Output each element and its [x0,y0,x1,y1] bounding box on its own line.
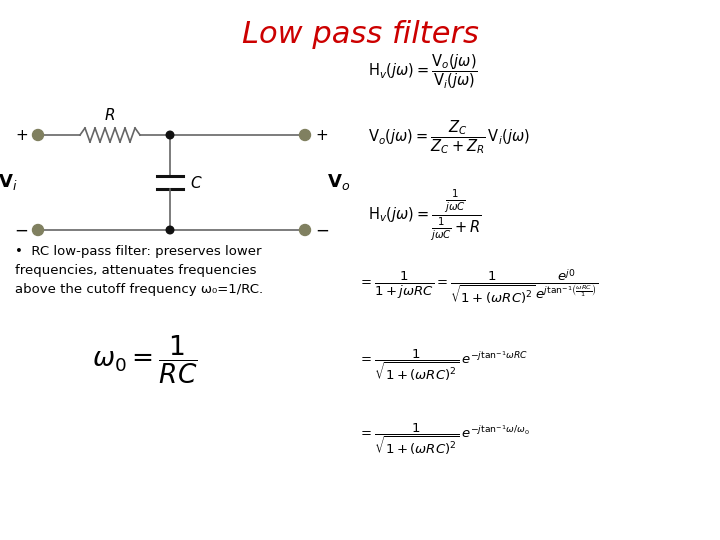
Text: $\mathrm{H}_{v}(j\omega) = \dfrac{\frac{1}{j\omega C}}{\frac{1}{j\omega C}+R}$: $\mathrm{H}_{v}(j\omega) = \dfrac{\frac{… [368,188,482,244]
Circle shape [32,225,43,235]
Text: $\mathbf{V}_o$: $\mathbf{V}_o$ [327,172,350,192]
Text: $-$: $-$ [14,221,28,239]
Text: $C$: $C$ [190,174,202,191]
Text: $R$: $R$ [104,107,116,123]
Circle shape [166,226,174,234]
Text: $\mathrm{V}_o(j\omega) = \dfrac{Z_C}{Z_C+Z_R}\,\mathrm{V}_i(j\omega)$: $\mathrm{V}_o(j\omega) = \dfrac{Z_C}{Z_C… [368,118,530,156]
Text: $\mathrm{H}_{v}(j\omega) = \dfrac{\mathrm{V}_o(j\omega)}{\mathrm{V}_i(j\omega)}$: $\mathrm{H}_{v}(j\omega) = \dfrac{\mathr… [368,52,478,91]
Text: Low pass filters: Low pass filters [242,20,478,49]
Text: $= \dfrac{1}{\sqrt{1+(\omega RC)^2}}\,e^{-j\tan^{-1}\!\omega/\omega_0}$: $= \dfrac{1}{\sqrt{1+(\omega RC)^2}}\,e^… [358,422,530,457]
Text: $+$: $+$ [15,127,28,143]
Text: $\omega_0 = \dfrac{1}{RC}$: $\omega_0 = \dfrac{1}{RC}$ [92,334,198,386]
Circle shape [300,130,310,140]
Text: •  RC low-pass filter: preserves lower
frequencies, attenuates frequencies
above: • RC low-pass filter: preserves lower fr… [15,245,263,296]
Circle shape [166,131,174,139]
Circle shape [32,130,43,140]
Text: $= \dfrac{1}{\sqrt{1+(\omega RC)^2}}\,e^{-j\tan^{-1}\!\omega RC}$: $= \dfrac{1}{\sqrt{1+(\omega RC)^2}}\,e^… [358,348,528,383]
Text: $+$: $+$ [315,127,328,143]
Text: $\mathbf{V}_i$: $\mathbf{V}_i$ [0,172,18,192]
Text: $-$: $-$ [315,221,329,239]
Circle shape [300,225,310,235]
Text: $= \dfrac{1}{1+j\omega RC} = \dfrac{1}{\sqrt{1+(\omega RC)^2}} \dfrac{e^{j0}}{e^: $= \dfrac{1}{1+j\omega RC} = \dfrac{1}{\… [358,268,598,306]
